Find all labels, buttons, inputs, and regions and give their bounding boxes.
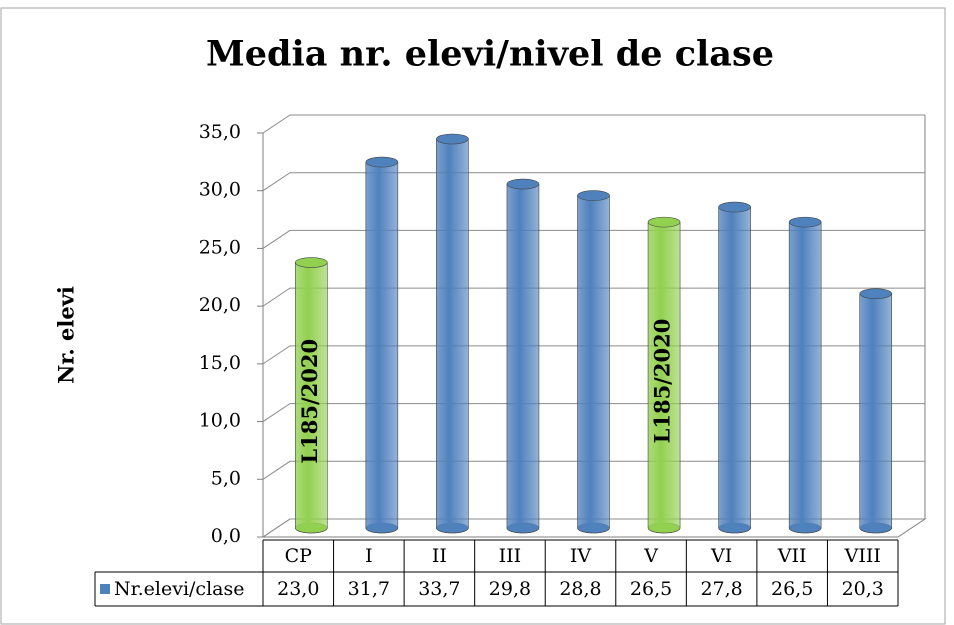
bar-outline: [647, 222, 681, 534]
x-tick-label: VII: [777, 545, 807, 567]
x-tick-label: CP: [285, 545, 313, 567]
bar: [295, 262, 328, 528]
bar-outline: [859, 293, 893, 534]
y-tick-label: 15,0: [199, 352, 241, 374]
y-tick-label: 35,0: [199, 121, 241, 143]
bar-top: [436, 133, 469, 145]
grid-line: [262, 172, 925, 192]
x-tick-label: I: [365, 545, 373, 567]
bar-annotation: L185/2020: [650, 319, 675, 444]
bar: [577, 195, 610, 528]
bar-outline: [436, 139, 469, 534]
bar: [506, 184, 539, 528]
bar-top: [506, 178, 540, 190]
y-tick-label: 5,0: [211, 467, 241, 489]
table-value: 23,0: [277, 578, 319, 600]
x-tick-label: II: [432, 545, 447, 567]
table-value: 29,8: [489, 578, 531, 600]
table-value: 26,5: [771, 578, 813, 600]
bar-top: [577, 190, 610, 201]
y-tick-label: 0,0: [211, 525, 241, 547]
legend-swatch: [100, 584, 110, 594]
bar-top: [294, 257, 328, 268]
table-value: 33,7: [418, 578, 460, 600]
y-tick-label: 10,0: [199, 410, 241, 432]
x-tick-label: VIII: [844, 545, 881, 567]
grid-line: [262, 518, 925, 538]
y-tick-label: 30,0: [199, 179, 241, 201]
grid-line: [262, 114, 925, 134]
bar-outline: [294, 262, 328, 534]
bar-outline: [788, 222, 822, 534]
chart-title: Media nr. elevi/nivel de clase: [206, 34, 774, 75]
table-value: 28,8: [559, 578, 601, 600]
x-tick-label: IV: [570, 545, 592, 567]
bar: [648, 222, 681, 528]
grid-line: [262, 403, 925, 422]
grid-line: [262, 460, 925, 480]
table-value: 31,7: [348, 578, 390, 600]
y-tick-label: 25,0: [199, 236, 241, 258]
bar-outline: [718, 207, 751, 534]
x-tick-label: VI: [710, 545, 732, 567]
x-tick-label: III: [499, 545, 522, 567]
bar: [718, 207, 751, 528]
bar-top: [365, 156, 399, 168]
grid-line: [262, 345, 925, 365]
y-tick-label: 20,0: [199, 294, 241, 316]
bar-top: [788, 216, 822, 228]
table-value: 20,3: [842, 578, 884, 600]
bar: [365, 162, 398, 528]
bar-annotation: L185/2020: [297, 339, 322, 464]
table-value: 27,8: [700, 578, 742, 600]
bar: [789, 222, 822, 528]
y-axis-label: Nr. elevi: [54, 286, 79, 384]
bar: [436, 139, 469, 528]
bar-top: [647, 216, 681, 228]
bar: [859, 293, 892, 528]
bar-outline: [577, 195, 610, 534]
bar-top: [718, 201, 751, 213]
bar-top: [859, 288, 893, 299]
table-value: 26,5: [630, 578, 672, 600]
x-tick-label: V: [643, 545, 658, 567]
bar-outline: [365, 162, 399, 534]
bar-outline: [506, 184, 540, 534]
grid-line: [262, 229, 925, 249]
legend-label: Nr.elevi/clase: [114, 578, 244, 600]
grid-line: [262, 287, 925, 307]
